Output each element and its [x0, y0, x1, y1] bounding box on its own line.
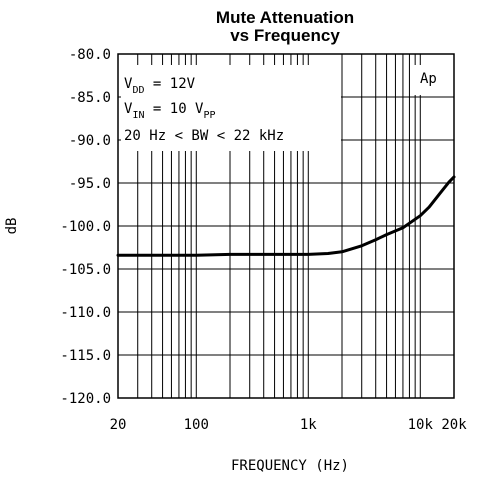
y-axis-label: dB	[4, 218, 20, 235]
chart-subtitle: vs Frequency	[230, 26, 340, 45]
plot-frame	[117, 53, 455, 399]
chart-title: Mute Attenuation	[216, 8, 354, 27]
annotation-ap: Ap	[420, 71, 437, 87]
y-tick-label-6: -110.0	[60, 305, 111, 321]
y-tick-label-1: -85.0	[69, 90, 111, 106]
y-tick-label-4: -100.0	[60, 219, 111, 235]
x-axis-label: FREQUENCY (Hz)	[231, 458, 349, 474]
ap-label-background	[413, 65, 449, 95]
y-tick-label-8: -120.0	[60, 391, 111, 407]
x-tick-label-4: 20k	[441, 417, 467, 433]
annotation-vdd: VDD = 12V	[124, 76, 196, 96]
y-tick-label-0: -80.0	[69, 47, 111, 63]
y-tick-label-2: -90.0	[69, 133, 111, 149]
y-tick-label-5: -105.0	[60, 262, 111, 278]
x-tick-labels: 20 100 1k 10k 20k	[110, 417, 468, 433]
annotation-vin: VIN = 10 VPP	[124, 101, 216, 121]
y-tick-labels: -80.0 -85.0 -90.0 -95.0 -100.0 -105.0 -110.0 -1…	[60, 47, 111, 407]
y-tick-label-7: -115.0	[60, 348, 111, 364]
y-tick-label-3: -95.0	[69, 176, 111, 192]
x-tick-label-3: 10k	[408, 417, 434, 433]
series-line	[116, 175, 456, 257]
annotation-bandwidth: 20 Hz < BW < 22 kHz	[124, 128, 284, 144]
x-tick-label-1: 100	[184, 417, 209, 433]
x-tick-label-2: 1k	[300, 417, 317, 433]
x-tick-label-0: 20	[110, 417, 127, 433]
annotation-background	[121, 65, 341, 151]
